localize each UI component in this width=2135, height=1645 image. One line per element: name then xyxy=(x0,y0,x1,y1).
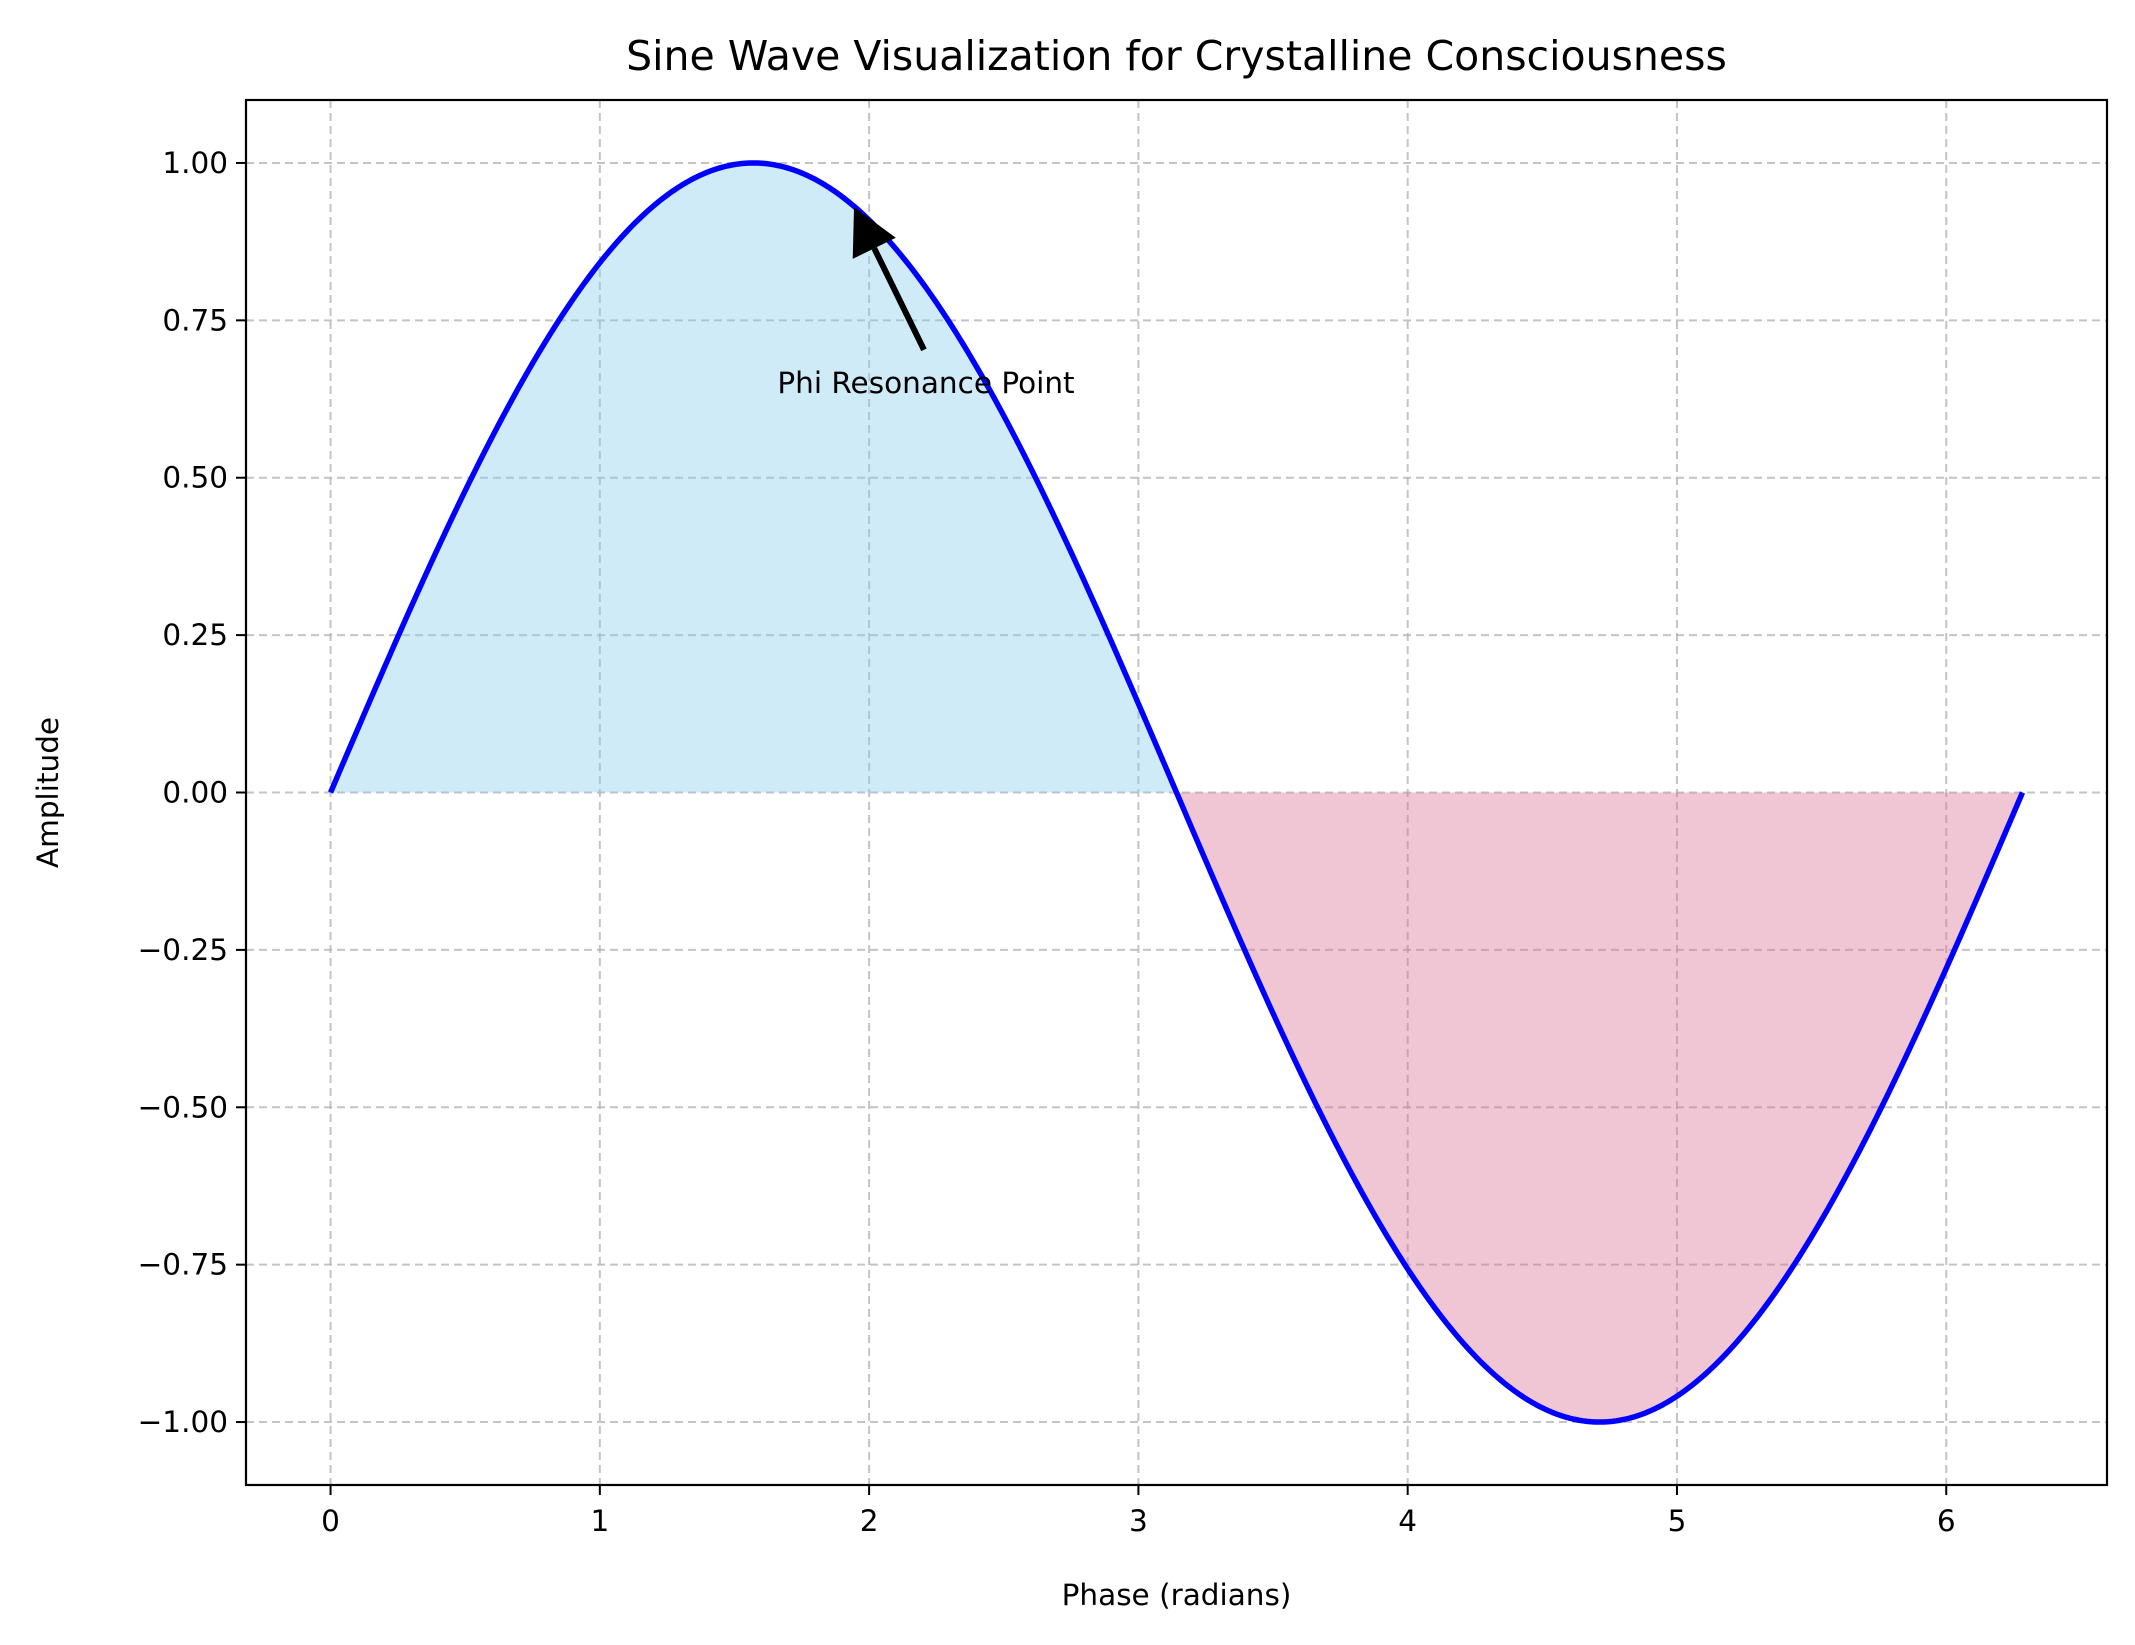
y-tick-label: 0.00 xyxy=(162,776,228,810)
positive-fill-area xyxy=(330,162,1173,793)
x-tick-label: 0 xyxy=(321,1504,340,1538)
y-tick-label: −0.50 xyxy=(138,1090,228,1124)
negative-fill-area xyxy=(1176,792,2023,1423)
x-tick-label: 1 xyxy=(590,1504,609,1538)
sine-series-line xyxy=(328,160,2026,1425)
x-tick-label: 4 xyxy=(1398,1504,1417,1538)
y-tick-label: −1.00 xyxy=(138,1405,228,1439)
annotation-arrow-shaft xyxy=(871,247,927,352)
axis-ticks: 0 1 2 3 4 5 6 1.00 0.75 0.50 0.25 0.00 −0.25 −0.50 −0.… xyxy=(138,146,1956,1538)
x-tick-label: 2 xyxy=(860,1504,879,1538)
y-tick-label: 0.50 xyxy=(162,461,228,495)
series-lines xyxy=(328,160,2026,1425)
y-tick-label: 1.00 xyxy=(162,146,228,180)
y-tick-label: 0.25 xyxy=(162,618,228,652)
annotation-group: Phi Resonance Point xyxy=(777,207,1075,400)
x-tick-label: 3 xyxy=(1129,1504,1148,1538)
annotation-arrow-head xyxy=(852,207,896,259)
annotation-label: Phi Resonance Point xyxy=(777,366,1074,400)
fill-areas xyxy=(330,162,2023,1423)
y-tick-label: −0.75 xyxy=(138,1248,228,1282)
chart-title: Sine Wave Visualization for Crystalline … xyxy=(626,32,1727,80)
x-tick-label: 6 xyxy=(1937,1504,1956,1538)
y-tick-label: −0.25 xyxy=(138,933,228,967)
y-tick-label: 0.75 xyxy=(162,303,228,337)
y-axis-label: Amplitude xyxy=(31,717,65,868)
x-axis-label: Phase (radians) xyxy=(1062,1578,1292,1612)
x-tick-label: 5 xyxy=(1668,1504,1687,1538)
